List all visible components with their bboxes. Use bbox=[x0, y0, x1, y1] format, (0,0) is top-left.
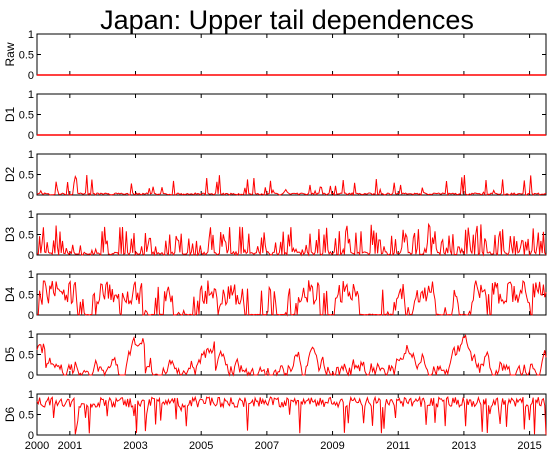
y-tick-label: 0 bbox=[28, 250, 34, 262]
x-tick-label: 2007 bbox=[255, 440, 279, 452]
y-tick-label: 1 bbox=[28, 209, 34, 221]
y-tick-label: 0.5 bbox=[19, 230, 34, 242]
y-tick-label: 0.5 bbox=[19, 170, 34, 182]
y-tick-label: 0.5 bbox=[19, 290, 34, 302]
x-tick-label: 2011 bbox=[386, 440, 410, 452]
panel-ylabel: Raw bbox=[3, 42, 17, 66]
panel-ylabel: D4 bbox=[3, 287, 17, 303]
panel-ylabel: D6 bbox=[3, 407, 17, 423]
y-tick-label: 0 bbox=[28, 70, 34, 82]
panel-frame bbox=[36, 153, 547, 196]
series-line-D2 bbox=[36, 174, 547, 197]
x-tick-label: 2000 bbox=[25, 440, 49, 452]
y-tick-label: 0 bbox=[28, 130, 34, 142]
panel-frame bbox=[36, 333, 547, 376]
series-line-D4 bbox=[36, 280, 547, 317]
y-tick-label: 0.5 bbox=[19, 110, 34, 122]
x-tick-label: 2013 bbox=[452, 440, 476, 452]
y-tick-label: 1 bbox=[28, 29, 34, 41]
series-line-D3 bbox=[36, 222, 547, 257]
x-tick-label: 2005 bbox=[189, 440, 213, 452]
panel-ylabel: D2 bbox=[3, 167, 17, 183]
panel-frame bbox=[36, 33, 547, 76]
x-tick-label: 2015 bbox=[517, 440, 541, 452]
y-tick-label: 0 bbox=[28, 370, 34, 382]
x-tick-label: 2009 bbox=[320, 440, 344, 452]
y-tick-label: 1 bbox=[28, 269, 34, 281]
panels-group: 0 0.5 1 Raw 0 0.5 1 D1 0 0.5 1 D2 0 0.5 1 D3 0 0.5 1 D4 0 0.5… bbox=[3, 29, 547, 452]
series-line-D6 bbox=[36, 395, 547, 435]
y-tick-label: 0 bbox=[28, 430, 34, 442]
y-tick-label: 1 bbox=[28, 389, 34, 401]
y-tick-label: 1 bbox=[28, 89, 34, 101]
y-tick-label: 0 bbox=[28, 190, 34, 202]
x-tick-label: 2001 bbox=[58, 440, 82, 452]
y-tick-label: 0.5 bbox=[19, 350, 34, 362]
series-line-D5 bbox=[36, 334, 547, 377]
chart-title: Japan: Upper tail dependences bbox=[100, 5, 474, 35]
y-tick-label: 1 bbox=[28, 329, 34, 341]
panel-ylabel: D1 bbox=[3, 107, 17, 123]
panel-frame bbox=[36, 93, 547, 136]
x-tick-label: 2003 bbox=[123, 440, 147, 452]
panel-frame bbox=[36, 273, 547, 316]
panel-ylabel: D5 bbox=[3, 347, 17, 363]
y-tick-label: 0.5 bbox=[19, 410, 34, 422]
panel-ylabel: D3 bbox=[3, 227, 17, 243]
y-tick-label: 0 bbox=[28, 310, 34, 322]
y-tick-label: 1 bbox=[28, 149, 34, 161]
y-tick-label: 0.5 bbox=[19, 50, 34, 62]
